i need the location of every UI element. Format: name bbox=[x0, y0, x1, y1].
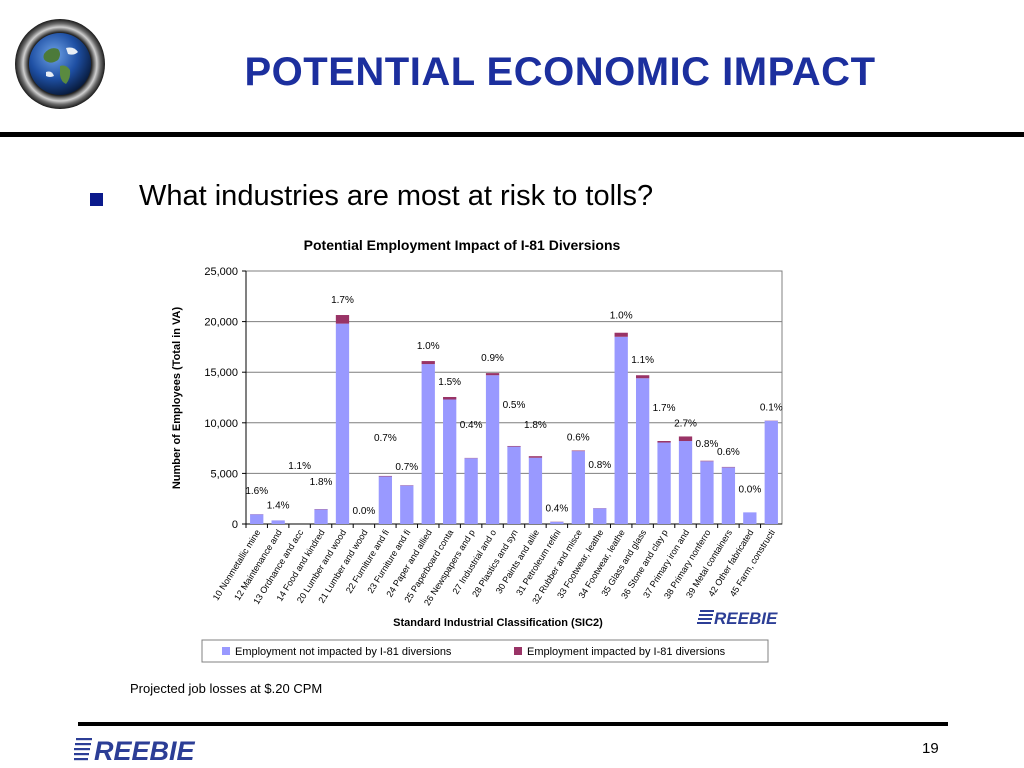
legend-swatch-impacted bbox=[514, 647, 522, 655]
bar-not-impacted bbox=[614, 336, 628, 524]
y-tick-label: 25,000 bbox=[204, 266, 238, 278]
data-label: 0.4% bbox=[460, 420, 483, 431]
data-label: 2.7% bbox=[674, 418, 697, 429]
bar-not-impacted bbox=[593, 508, 607, 524]
y-tick-label: 20,000 bbox=[204, 317, 238, 329]
bar-not-impacted bbox=[485, 375, 500, 524]
bar-not-impacted bbox=[335, 323, 350, 524]
chart-logo-stripe bbox=[699, 614, 713, 616]
title-divider bbox=[0, 132, 1024, 137]
bar-not-impacted bbox=[571, 451, 585, 524]
data-label: 0.0% bbox=[738, 484, 761, 495]
y-axis-title: Number of Employees (Total in VA) bbox=[171, 307, 183, 490]
data-label: 0.8% bbox=[696, 439, 719, 450]
bar-not-impacted bbox=[528, 457, 543, 524]
data-label: 0.1% bbox=[760, 403, 783, 414]
data-label: 1.1% bbox=[288, 461, 311, 472]
bar-not-impacted bbox=[657, 442, 671, 524]
y-tick-label: 5,000 bbox=[210, 468, 238, 480]
bar-impacted bbox=[635, 375, 650, 379]
bar-impacted bbox=[378, 475, 393, 477]
page-number: 19 bbox=[922, 740, 939, 757]
data-label: 0.5% bbox=[503, 400, 526, 411]
data-label: 0.8% bbox=[588, 460, 611, 471]
data-label: 0.7% bbox=[395, 462, 418, 473]
bar-impacted bbox=[335, 315, 350, 324]
chart-title: Potential Employment Impact of I-81 Dive… bbox=[304, 237, 621, 253]
bar-not-impacted bbox=[550, 521, 564, 524]
y-tick-label: 0 bbox=[232, 519, 238, 531]
bar-impacted bbox=[678, 436, 693, 442]
bar-not-impacted bbox=[700, 461, 714, 524]
legend-swatch-not-impacted bbox=[222, 647, 230, 655]
legend-label-impacted: Employment impacted by I-81 diversions bbox=[527, 646, 726, 658]
bar-not-impacted bbox=[678, 441, 693, 524]
bar-not-impacted bbox=[400, 485, 414, 524]
data-label: 1.5% bbox=[438, 377, 461, 388]
footer-divider bbox=[78, 722, 948, 726]
bar-not-impacted bbox=[443, 399, 457, 524]
bullet-text: What industries are most at risk to toll… bbox=[139, 180, 654, 212]
bar-not-impacted bbox=[721, 467, 736, 524]
data-label: 1.7% bbox=[653, 403, 676, 414]
data-label: 1.0% bbox=[417, 341, 440, 352]
data-label: 1.4% bbox=[267, 500, 290, 511]
bar-impacted bbox=[485, 373, 500, 376]
bar-not-impacted bbox=[378, 476, 393, 524]
legend-label-not-impacted: Employment not impacted by I-81 diversio… bbox=[235, 646, 452, 658]
data-label: 0.6% bbox=[717, 447, 740, 458]
y-tick-label: 10,000 bbox=[204, 418, 238, 430]
bar-not-impacted bbox=[314, 509, 328, 524]
data-label: 0.7% bbox=[374, 433, 397, 444]
bar-not-impacted bbox=[271, 520, 285, 524]
data-label: 0.4% bbox=[545, 504, 568, 515]
bar-impacted bbox=[700, 460, 714, 462]
globe-logo-icon bbox=[15, 19, 105, 109]
y-tick-label: 15,000 bbox=[204, 367, 238, 379]
data-label: 0.6% bbox=[567, 433, 590, 444]
bar-impacted bbox=[507, 445, 521, 447]
bar-impacted bbox=[614, 332, 628, 337]
bar-not-impacted bbox=[743, 512, 757, 524]
bar-impacted bbox=[571, 450, 585, 452]
bar-impacted bbox=[528, 456, 543, 458]
chart-logo-stripe bbox=[700, 610, 714, 612]
data-label: 1.7% bbox=[331, 295, 354, 306]
data-label: 1.8% bbox=[310, 477, 333, 488]
reebie-footer-logo: REEBIE bbox=[74, 736, 196, 765]
bar-not-impacted bbox=[464, 458, 478, 524]
bar-impacted bbox=[657, 441, 671, 443]
data-label: 1.1% bbox=[631, 355, 654, 366]
x-axis-title: Standard Industrial Classification (SIC2… bbox=[393, 617, 603, 629]
chart-logo-text: REEBIE bbox=[714, 609, 778, 628]
bar-impacted bbox=[421, 361, 435, 365]
data-label: 1.6% bbox=[245, 486, 268, 497]
bar-not-impacted bbox=[507, 446, 521, 524]
slide-title: POTENTIAL ECONOMIC IMPACT bbox=[244, 50, 876, 94]
bullet-square-icon bbox=[90, 193, 103, 206]
bar-not-impacted bbox=[635, 378, 650, 524]
chart-logo-stripe bbox=[697, 622, 711, 624]
bar-not-impacted bbox=[764, 420, 778, 524]
footnote: Projected job losses at $.20 CPM bbox=[130, 681, 323, 696]
chart-logo-stripe bbox=[698, 618, 712, 620]
bar-not-impacted bbox=[421, 364, 435, 524]
bar-not-impacted bbox=[250, 514, 264, 524]
bar-impacted bbox=[443, 396, 457, 400]
footer-logo-text: REEBIE bbox=[94, 736, 196, 765]
data-label: 1.0% bbox=[610, 311, 633, 322]
legend-box bbox=[201, 639, 769, 663]
data-label: 1.8% bbox=[524, 420, 547, 431]
data-label: 0.9% bbox=[481, 353, 504, 364]
data-label: 0.0% bbox=[353, 506, 376, 517]
